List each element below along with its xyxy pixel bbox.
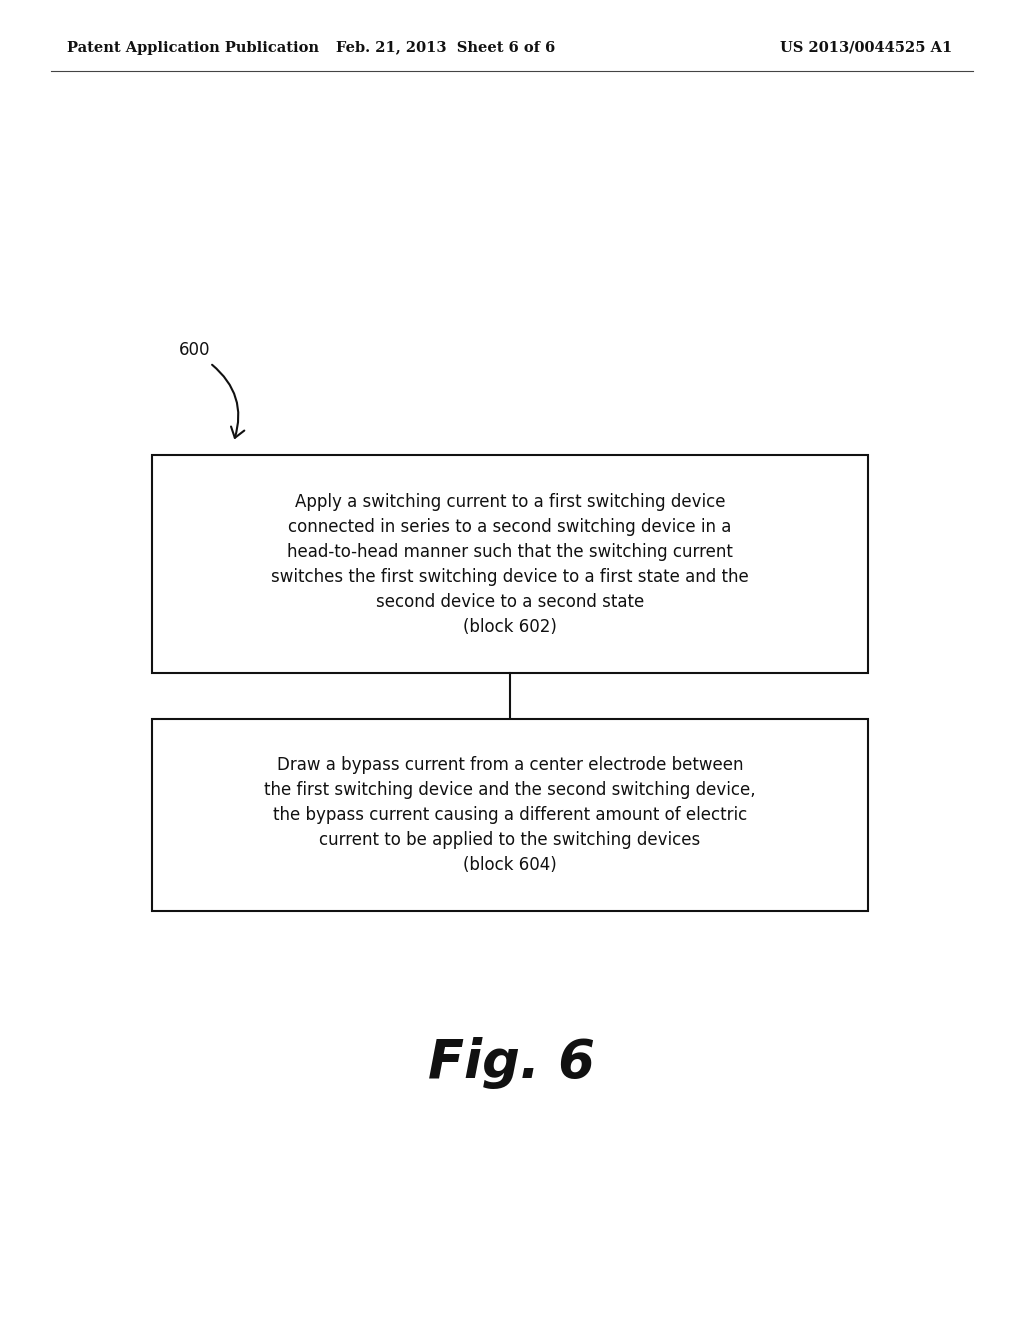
Text: Patent Application Publication: Patent Application Publication — [67, 41, 318, 54]
Text: US 2013/0044525 A1: US 2013/0044525 A1 — [780, 41, 952, 54]
Text: Draw a bypass current from a center electrode between
the first switching device: Draw a bypass current from a center elec… — [264, 756, 756, 874]
Text: Apply a switching current to a first switching device
connected in series to a s: Apply a switching current to a first swi… — [271, 492, 749, 636]
Text: 600: 600 — [179, 341, 211, 359]
FancyBboxPatch shape — [152, 455, 868, 673]
Text: Fig. 6: Fig. 6 — [428, 1036, 596, 1089]
FancyArrowPatch shape — [212, 364, 245, 438]
FancyBboxPatch shape — [152, 719, 868, 911]
Text: Feb. 21, 2013  Sheet 6 of 6: Feb. 21, 2013 Sheet 6 of 6 — [336, 41, 555, 54]
